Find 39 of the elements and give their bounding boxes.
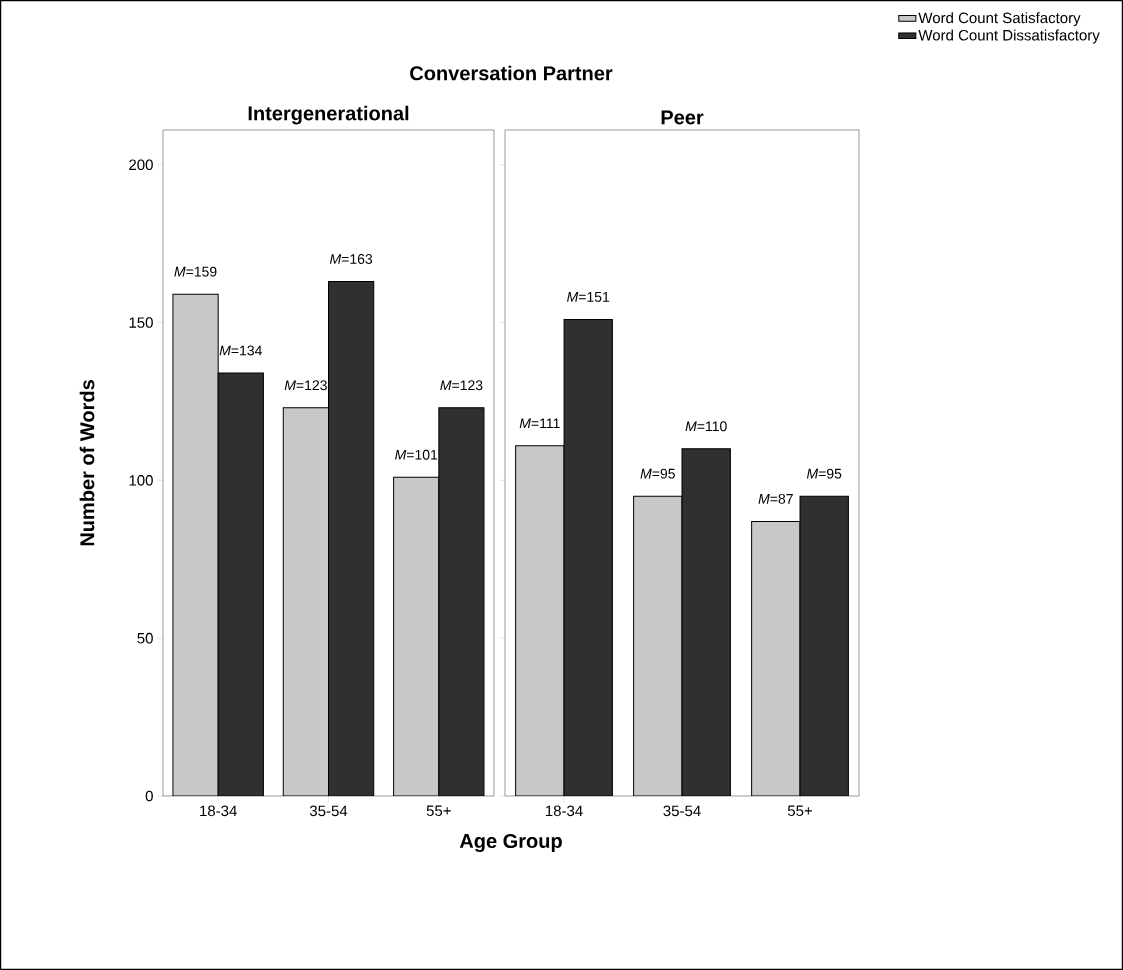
data-label: M=123 xyxy=(440,380,483,391)
bar xyxy=(172,294,219,796)
data-label: M=163 xyxy=(329,254,373,264)
legend-label: Word Count Dissatisfactory xyxy=(918,29,1100,44)
data-label: M=87 xyxy=(758,493,793,504)
x-tick-label: 18-34 xyxy=(200,805,237,817)
data-label: M=95 xyxy=(806,468,842,479)
data-label: M=159 xyxy=(174,266,217,277)
x-axis-title: Age Group xyxy=(459,833,562,853)
data-label: M=134 xyxy=(219,345,262,356)
y-tick-label: 200 xyxy=(129,159,153,171)
bar xyxy=(328,281,374,796)
y-tick-label: 50 xyxy=(137,632,153,644)
y-axis-title: Number of Words xyxy=(79,380,95,546)
x-tick-label: 18-34 xyxy=(545,805,583,817)
legend-label: Word Count Satisfactory xyxy=(918,12,1081,27)
y-tick-label: 0 xyxy=(145,790,153,802)
data-label: M=123 xyxy=(284,380,327,391)
bar xyxy=(563,318,613,796)
data-label: M=95 xyxy=(640,468,675,479)
y-tick-label: 150 xyxy=(129,317,153,328)
bar xyxy=(283,407,329,796)
x-tick-label: 55+ xyxy=(426,805,451,816)
bar xyxy=(681,448,731,796)
bar xyxy=(393,476,440,796)
data-label: M=111 xyxy=(519,418,560,429)
bar xyxy=(438,407,485,796)
x-tick-label: 35-54 xyxy=(663,805,701,817)
x-tick-label: 35-54 xyxy=(309,805,348,817)
bar xyxy=(218,373,264,796)
data-label: M=101 xyxy=(395,449,438,460)
y-tick-label: 100 xyxy=(129,475,153,486)
x-tick-label: 55+ xyxy=(787,805,812,816)
text: Conversation Partner xyxy=(410,65,613,81)
chart-title: Peer xyxy=(661,110,704,125)
chart-title: Intergenerational xyxy=(248,105,409,125)
data-label: M=151 xyxy=(567,292,610,302)
bar xyxy=(799,495,849,796)
data-label: M=110 xyxy=(685,421,727,432)
